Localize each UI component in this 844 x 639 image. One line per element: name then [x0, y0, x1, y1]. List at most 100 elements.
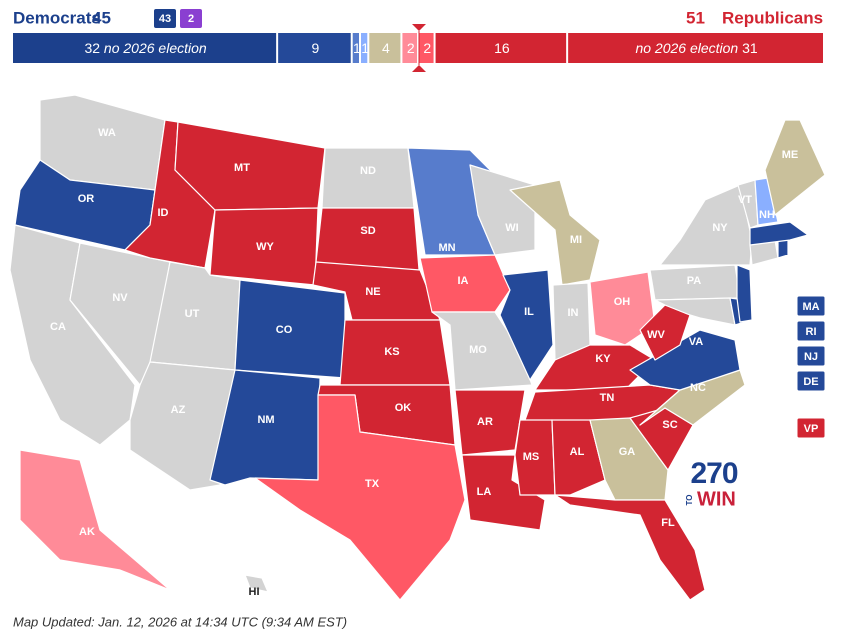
state-label: OK: [395, 402, 412, 414]
segment-value: 9: [312, 40, 320, 56]
state-label: FL: [661, 517, 675, 529]
state-label: GA: [619, 446, 636, 458]
state-label: TN: [600, 392, 615, 404]
state: [454, 389, 526, 456]
state: [19, 449, 171, 591]
state-label: HI: [249, 586, 260, 598]
state: [419, 254, 511, 313]
footer: Map Updated: Jan. 12, 2026 at 14:34 UTC …: [13, 614, 347, 629]
segment-note: no 2026 election: [104, 40, 207, 56]
state-label: MN: [438, 242, 455, 254]
bar-segment: [361, 33, 368, 63]
small-state-box: [796, 295, 826, 317]
bar-segment: [13, 33, 277, 63]
state: [764, 119, 826, 216]
state: [469, 164, 536, 256]
state-label: LA: [477, 486, 492, 498]
segment-value: 16: [494, 40, 510, 56]
state-label: SD: [360, 225, 375, 237]
state: [589, 271, 656, 346]
state-label: NH: [759, 209, 775, 221]
state: [551, 419, 606, 496]
majority-marker: [412, 65, 426, 72]
segment-note: no 2026 election: [635, 40, 738, 56]
segment-label: 32 no 2026 election: [84, 40, 206, 56]
state-label: WY: [256, 241, 274, 253]
state-label: VT: [738, 194, 752, 206]
logo-win: WIN: [697, 488, 736, 510]
state: [509, 179, 601, 286]
segment-value: 1: [353, 40, 361, 56]
state-label: ME: [782, 149, 799, 161]
state-label: WI: [505, 222, 518, 234]
state: [639, 304, 691, 361]
state: [754, 177, 779, 226]
state-label: SC: [662, 419, 677, 431]
state-label: MT: [234, 162, 250, 174]
bar-segment: [352, 33, 359, 63]
segment-label: 16: [494, 40, 510, 56]
state: [209, 369, 321, 486]
segment-label: 9: [312, 40, 320, 56]
state-label: CO: [276, 324, 293, 336]
state-label: NM: [257, 414, 274, 426]
state-label: KS: [384, 346, 399, 358]
small-state-label: NJ: [804, 351, 818, 363]
bar-segment: [435, 33, 567, 63]
logo: 270 TO WIN: [685, 457, 739, 510]
dem-label: Democrats: [13, 8, 101, 27]
small-state-box: [796, 345, 826, 367]
state-label: AR: [477, 416, 493, 428]
segment-value: 1: [361, 40, 369, 56]
badge-value: 2: [188, 13, 194, 25]
logo-to: TO: [685, 495, 694, 506]
majority-marker: [412, 24, 426, 31]
state-label: MS: [523, 451, 540, 463]
state-label: IN: [568, 307, 579, 319]
badge-value: 43: [159, 13, 171, 25]
state-label: IL: [524, 306, 534, 318]
segment-label: no 2026 election 31: [635, 40, 757, 56]
state-label: AL: [570, 446, 585, 458]
state-label: WA: [98, 127, 116, 139]
state-label: ID: [158, 207, 169, 219]
state-label: MO: [469, 344, 487, 356]
small-state-label: VP: [804, 423, 819, 435]
dem-total: 45: [92, 8, 111, 27]
segment-label: 4: [382, 40, 390, 56]
state-label: TX: [365, 478, 380, 490]
state: [514, 419, 556, 496]
state-label: IA: [458, 275, 469, 287]
small-state-label: RI: [806, 326, 817, 338]
segment-label: 1: [353, 40, 361, 56]
segment-value: 32: [84, 40, 100, 56]
badge: [180, 9, 202, 28]
rep-label: Republicans: [722, 8, 823, 27]
state-label: OR: [78, 193, 95, 205]
state: [736, 264, 753, 323]
state-label: NY: [712, 222, 728, 234]
state: [749, 221, 809, 246]
state: [777, 239, 789, 259]
state: [124, 119, 216, 269]
bar-segment: [419, 33, 434, 63]
state-label: UT: [185, 308, 200, 320]
segment-label: 2: [423, 40, 431, 56]
segment-label: 1: [361, 40, 369, 56]
small-state-box: [796, 320, 826, 342]
state-label: NC: [690, 382, 706, 394]
bar-segment: [568, 33, 823, 63]
bar-segment: [369, 33, 401, 63]
segment-label: 2: [407, 40, 415, 56]
bar-segment: [278, 33, 351, 63]
state-label: NE: [365, 286, 380, 298]
state-label: NV: [112, 292, 128, 304]
logo-number: 270: [690, 457, 737, 490]
state-label: AZ: [171, 404, 186, 416]
small-state-box: [796, 370, 826, 392]
segment-value: 31: [742, 40, 758, 56]
state-label: MI: [570, 234, 582, 246]
state-label: KY: [595, 353, 611, 365]
